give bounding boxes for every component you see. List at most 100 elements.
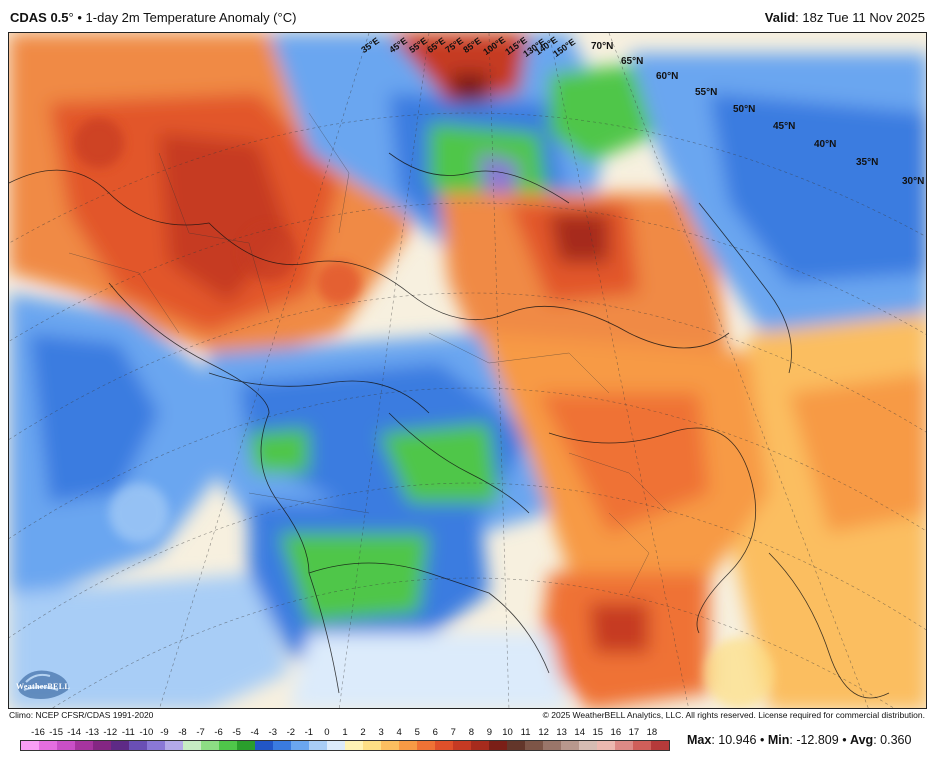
colorbar-tick-label: 16: [610, 727, 622, 738]
colorbar-cell: [561, 741, 579, 750]
colorbar-cell: [111, 741, 129, 750]
colorbar-cell: [237, 741, 255, 750]
colorbar-cell: [453, 741, 471, 750]
colorbar-tick-label: 7: [450, 727, 456, 738]
colorbar-cell: [615, 741, 633, 750]
colorbar-tick-label: 12: [538, 727, 549, 738]
lat-label-55: 55°N: [695, 87, 718, 98]
colorbar-cell: [75, 741, 93, 750]
colorbar-cell: [201, 741, 219, 750]
colorbar-tick-label: 11: [520, 727, 531, 738]
colorbar-tick-label: -10: [139, 727, 154, 738]
colorbar-tick-label: 9: [486, 727, 493, 738]
avg-label: Avg: [850, 733, 874, 747]
lat-label-40: 40°N: [814, 139, 837, 150]
colorbar-cell: [147, 741, 165, 750]
colorbar-cell: [363, 741, 381, 750]
lat-label-35: 35°N: [856, 157, 879, 168]
colorbar-tick-label: 13: [556, 727, 567, 738]
colorbar-tick-label: -7: [196, 727, 205, 738]
colorbar-tick-label: -8: [178, 727, 187, 738]
colorbar-bar: [20, 740, 670, 751]
color-legend: -16 -15 -14 -13 -12 -11 -10 -9 -8 -7 -6 -5 -4 -3 -2 -1 0…: [20, 727, 670, 763]
colorbar-cell: [309, 741, 327, 750]
colorbar-cell: [327, 741, 345, 750]
colorbar-tick-label: 17: [628, 727, 640, 738]
anomaly-map: [9, 33, 926, 708]
colorbar-cell: [471, 741, 489, 750]
valid-label: Valid: [764, 10, 796, 25]
product-name: 1-day 2m Temperature Anomaly (: [85, 10, 278, 25]
min-label: Min: [767, 733, 790, 747]
colorbar-tick-label: -15: [49, 727, 63, 738]
colorbar-cell: [129, 741, 147, 750]
colorbar-tick-label: -3: [268, 727, 277, 738]
stats-readout: Max: 10.946 • Min: -12.809 • Avg: 0.360: [687, 733, 911, 747]
colorbar-cell: [507, 741, 525, 750]
title-separator: •: [77, 10, 82, 25]
colorbar-cell: [183, 741, 201, 750]
colorbar-cell: [57, 741, 75, 750]
map-title: CDAS 0.5° • 1-day 2m Temperature Anomaly…: [10, 10, 296, 25]
model-name: CDAS 0.5: [10, 10, 69, 25]
climo-note: Climo: NCEP CFSR/CDAS 1991-2020: [9, 710, 154, 720]
colorbar-tick-label: 0: [324, 727, 330, 738]
colorbar-cell: [597, 741, 615, 750]
lat-label-70: 70°N: [591, 41, 614, 52]
colorbar-cell: [219, 741, 237, 750]
colorbar-tick-label: 14: [574, 727, 586, 738]
colorbar-cell: [435, 741, 453, 750]
max-label: Max: [687, 733, 712, 747]
copyright-note: © 2025 WeatherBELL Analytics, LLC. All r…: [542, 710, 925, 720]
colorbar-cell: [381, 741, 399, 750]
colorbar-cell: [93, 741, 111, 750]
colorbar-tick-label: -2: [286, 727, 296, 738]
max-value: : 10.946 •: [711, 733, 768, 747]
colorbar-tick-label: 1: [342, 727, 348, 738]
product-end: ): [292, 10, 297, 25]
model-degree: °: [68, 10, 74, 25]
colorbar-cell: [165, 741, 183, 750]
map-panel[interactable]: 70°N 65°N 60°N 55°N 50°N 45°N 40°N 35°N …: [8, 32, 927, 709]
colorbar-cell: [291, 741, 309, 750]
lat-label-65: 65°N: [621, 56, 644, 67]
colorbar-tick-label: 10: [502, 727, 513, 738]
colorbar-cell: [39, 741, 57, 750]
colorbar-tick-label: -9: [160, 727, 169, 738]
colorbar-cell: [489, 741, 507, 750]
colorbar-cell: [651, 741, 669, 750]
colorbar-tick-label: 18: [646, 727, 658, 738]
colorbar-labels: -16 -15 -14 -13 -12 -11 -10 -9 -8 -7 -6 -5 -4 -3 -2 -1 0…: [20, 727, 670, 739]
colorbar-tick-label: -11: [121, 727, 135, 738]
colorbar-cell: [633, 741, 651, 750]
colorbar-tick-label: 4: [396, 727, 402, 738]
colorbar-cell: [543, 741, 561, 750]
lat-label-60: 60°N: [656, 71, 679, 82]
colorbar-tick-label: 15: [592, 727, 604, 738]
colorbar-tick-label: 5: [414, 727, 420, 738]
colorbar-tick-label: -12: [103, 727, 118, 738]
logo-text: WeatherBELL: [16, 682, 70, 691]
colorbar-tick-label: -14: [67, 727, 82, 738]
valid-value: : 18z Tue 11 Nov 2025: [795, 10, 925, 25]
colorbar-tick-label: 3: [378, 727, 384, 738]
colorbar-tick-label: -16: [31, 727, 45, 738]
colorbar-cell: [579, 741, 597, 750]
lat-label-45: 45°N: [773, 121, 796, 132]
colorbar-cell: [399, 741, 417, 750]
colorbar-tick-label: 6: [432, 727, 438, 738]
lat-label-50: 50°N: [733, 104, 756, 115]
colorbar-tick-label: -5: [232, 727, 241, 738]
colorbar-tick-label: -1: [304, 727, 314, 738]
colorbar-cell: [255, 741, 273, 750]
product-unit: °C: [277, 10, 293, 25]
header-bar: CDAS 0.5° • 1-day 2m Temperature Anomaly…: [0, 0, 935, 32]
lat-label-30: 30°N: [902, 176, 925, 187]
colorbar-tick-label: 8: [468, 727, 475, 738]
avg-value: : 0.360: [873, 733, 912, 747]
colorbar-cell: [345, 741, 363, 750]
colorbar-tick-label: -13: [85, 727, 100, 738]
weatherbell-logo: [17, 670, 69, 699]
colorbar-tick-label: 2: [360, 727, 366, 738]
min-value: : -12.809 •: [789, 733, 851, 747]
